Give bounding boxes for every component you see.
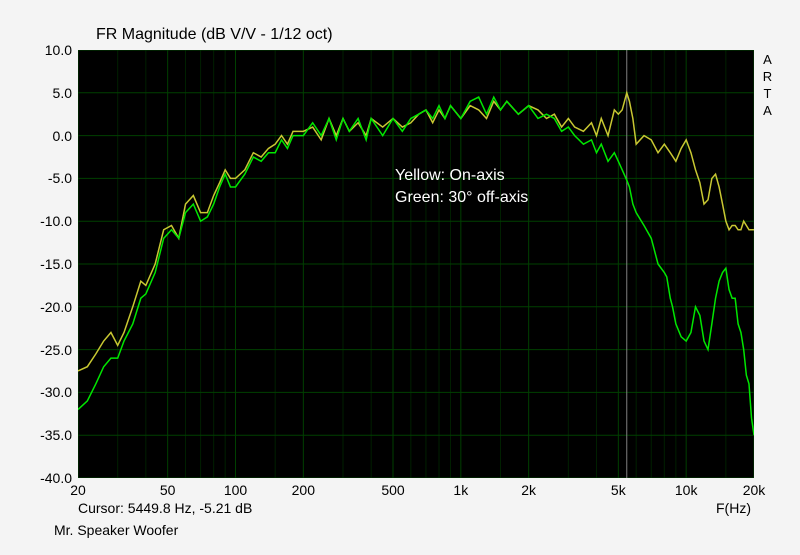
plot-area (78, 50, 754, 478)
software-label: ARTA (760, 52, 775, 120)
chart-title: FR Magnitude (dB V/V - 1/12 oct) (96, 26, 333, 44)
series-on_axis (78, 93, 754, 371)
x-tick-label: 500 (381, 482, 404, 498)
x-tick-label: 20 (70, 482, 86, 498)
y-tick-label: -5.0 (22, 170, 72, 186)
y-tick-label: -20.0 (22, 299, 72, 315)
y-tick-label: -30.0 (22, 384, 72, 400)
x-tick-label: 1k (453, 482, 468, 498)
y-tick-label: -40.0 (22, 470, 72, 486)
series-off_axis_30 (78, 97, 754, 435)
x-tick-label: 5k (611, 482, 626, 498)
fr-chart-page: { "chart": { "type": "line", "title": "F… (0, 0, 800, 555)
x-tick-label: 200 (292, 482, 315, 498)
y-tick-label: 0.0 (22, 128, 72, 144)
y-tick-label: -25.0 (22, 342, 72, 358)
cursor-readout: Cursor: 5449.8 Hz, -5.21 dB (78, 500, 252, 516)
x-tick-label: 100 (224, 482, 247, 498)
y-tick-label: 10.0 (22, 42, 72, 58)
x-axis-title: F(Hz) (716, 500, 751, 516)
y-tick-label: 5.0 (22, 85, 72, 101)
x-tick-label: 2k (521, 482, 536, 498)
y-tick-label: -35.0 (22, 427, 72, 443)
y-tick-label: -10.0 (22, 213, 72, 229)
x-tick-label: 50 (160, 482, 176, 498)
y-tick-label: -15.0 (22, 256, 72, 272)
x-tick-label: 10k (675, 482, 698, 498)
x-tick-label: 20k (743, 482, 766, 498)
footer-caption: Mr. Speaker Woofer (54, 522, 178, 538)
